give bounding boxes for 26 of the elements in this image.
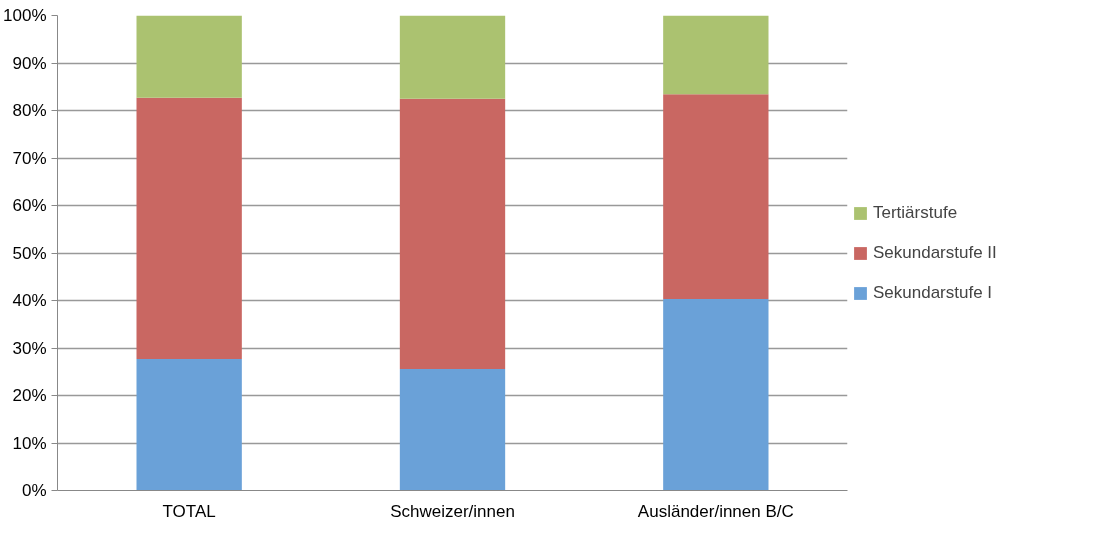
bar [663, 299, 769, 491]
y-tick-label: 40% [12, 291, 47, 310]
y-tick-label: 60% [12, 196, 47, 215]
x-tick-label: Schweizer/innen [390, 501, 515, 521]
y-tick-label: 90% [12, 53, 47, 73]
y-tick-label: 30% [12, 338, 47, 358]
legend-label: Sekundarstufe II [873, 242, 997, 263]
x-tick-label: TOTAL [162, 501, 216, 521]
bar [136, 358, 242, 491]
bar [399, 368, 506, 491]
y-tick-label: 20% [12, 386, 47, 405]
y-tick-label: 10% [12, 433, 47, 453]
y-tick-label: 80% [12, 101, 47, 120]
x-tick-label: Ausländer/innen B/C [637, 501, 794, 521]
bar [399, 15, 506, 99]
y-tick-label: 50% [12, 243, 47, 263]
y-tick-label: 70% [12, 148, 47, 168]
legend-label: Sekundarstufe I [873, 282, 993, 303]
bar [663, 94, 769, 300]
bar [399, 98, 506, 369]
bar [663, 15, 769, 95]
bar [136, 97, 242, 359]
y-tick-label: 0% [21, 481, 47, 500]
y-tick-label: 100% [3, 6, 47, 25]
legend-label: Tertiärstufe [873, 202, 958, 223]
bar [136, 15, 242, 98]
